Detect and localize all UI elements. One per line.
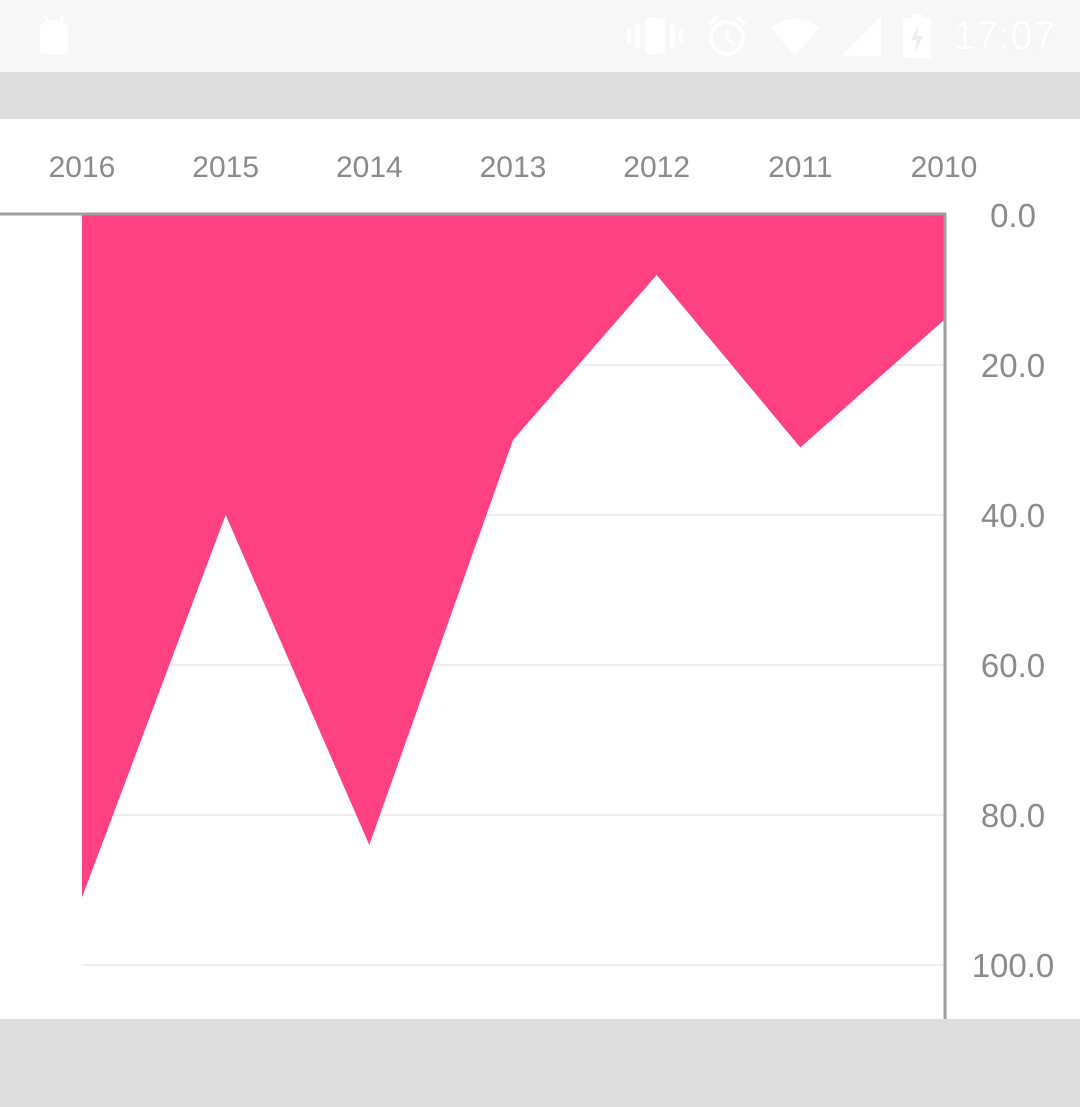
area-chart[interactable]: 2016 2015 2014 2013 2012 2011 2010 0.0 20.0 40.0 6… [0,119,1080,1019]
x-tick-label: 2013 [480,151,547,184]
x-tick-label: 2015 [192,151,259,184]
y-tick-label: 0.0 [990,197,1036,234]
vibrate-icon [627,18,684,54]
area-series[interactable] [82,215,944,898]
status-icons: 17:07 [627,12,1056,60]
y-tick-label: 60.0 [981,647,1045,684]
y-tick-label: 100.0 [972,947,1055,984]
status-bar: 17:07 [0,0,1080,72]
toolbar [0,72,1080,119]
android-app-icon [40,15,68,54]
y-tick-label: 80.0 [981,797,1045,834]
status-time: 17:07 [953,13,1056,58]
x-tick-label: 2011 [768,151,833,184]
x-tick-label: 2012 [623,151,690,184]
y-tick-label: 20.0 [981,347,1045,384]
x-tick-label: 2014 [336,151,403,184]
alarm-icon [708,15,747,56]
x-tick-label: 2016 [49,151,116,184]
x-tick-label: 2010 [911,151,978,184]
y-tick-label: 40.0 [981,497,1045,534]
battery-charging-icon [903,14,932,58]
chart-area[interactable]: 2016 2015 2014 2013 2012 2011 2010 0.0 20.0 40.0 6… [0,119,1080,1019]
signal-icon [841,16,882,56]
bottom-bar [0,1019,1080,1107]
wifi-icon [771,19,820,56]
